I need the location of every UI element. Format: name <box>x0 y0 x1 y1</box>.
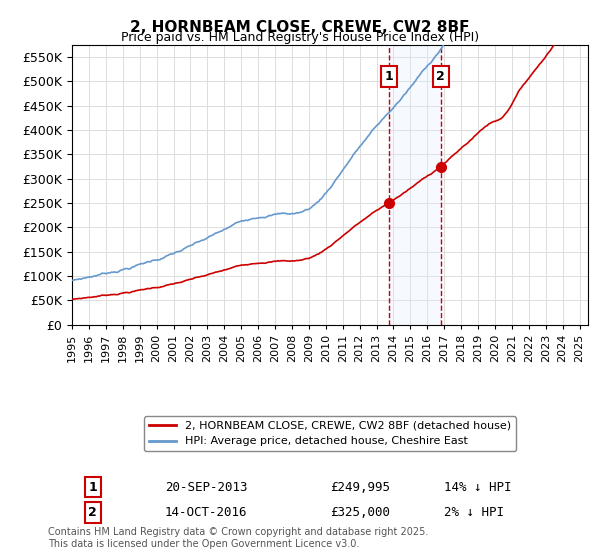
Text: 20-SEP-2013: 20-SEP-2013 <box>165 480 247 494</box>
Legend: 2, HORNBEAM CLOSE, CREWE, CW2 8BF (detached house), HPI: Average price, detached: 2, HORNBEAM CLOSE, CREWE, CW2 8BF (detac… <box>144 417 516 451</box>
Text: 1: 1 <box>88 480 97 494</box>
Text: 2: 2 <box>88 506 97 519</box>
Text: £249,995: £249,995 <box>330 480 390 494</box>
Text: Price paid vs. HM Land Registry's House Price Index (HPI): Price paid vs. HM Land Registry's House … <box>121 31 479 44</box>
Text: £325,000: £325,000 <box>330 506 390 519</box>
Text: 2, HORNBEAM CLOSE, CREWE, CW2 8BF: 2, HORNBEAM CLOSE, CREWE, CW2 8BF <box>130 20 470 35</box>
Text: 2: 2 <box>436 70 445 83</box>
Text: 2% ↓ HPI: 2% ↓ HPI <box>443 506 503 519</box>
Bar <box>389 45 440 325</box>
Text: 14% ↓ HPI: 14% ↓ HPI <box>443 480 511 494</box>
Text: 14-OCT-2016: 14-OCT-2016 <box>165 506 247 519</box>
Text: 1: 1 <box>385 70 393 83</box>
Text: Contains HM Land Registry data © Crown copyright and database right 2025.
This d: Contains HM Land Registry data © Crown c… <box>48 527 428 549</box>
